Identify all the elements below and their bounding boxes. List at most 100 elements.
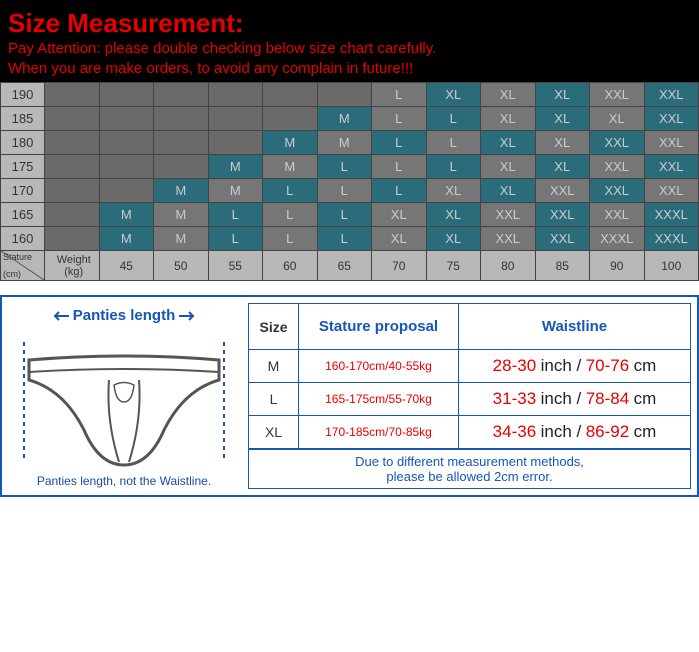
size-cell: M bbox=[263, 131, 318, 155]
size-cell: L bbox=[317, 203, 372, 227]
size-cell bbox=[263, 107, 318, 131]
size-cell: XXL bbox=[644, 83, 699, 107]
detail-table: Size Stature proposal Waistline M160-170… bbox=[248, 303, 691, 449]
stature-value: 160-170cm/40-55kg bbox=[299, 350, 459, 383]
stature-cell: 160 bbox=[1, 227, 45, 251]
diagram-note: Panties length, not the Waistline. bbox=[37, 474, 211, 488]
size-cell: M bbox=[208, 179, 263, 203]
size-cell: M bbox=[154, 227, 209, 251]
col-stature: Stature proposal bbox=[299, 304, 459, 350]
stature-value: 170-185cm/70-85kg bbox=[299, 416, 459, 449]
weight-cell: 65 bbox=[317, 251, 372, 281]
size-cell bbox=[99, 107, 154, 131]
size-cell: L bbox=[372, 155, 427, 179]
size-cell: XXXL bbox=[590, 227, 645, 251]
size-cell: XL bbox=[481, 107, 536, 131]
size-cell: M bbox=[99, 227, 154, 251]
size-cell: XL bbox=[535, 155, 590, 179]
size-cell: L bbox=[372, 107, 427, 131]
size-cell: M bbox=[317, 107, 372, 131]
size-cell: L bbox=[263, 203, 318, 227]
weight-cell: 90 bbox=[590, 251, 645, 281]
stature-value: 165-175cm/55-70kg bbox=[299, 383, 459, 416]
panties-length-label: Panties length bbox=[53, 307, 196, 324]
stature-cell: 180 bbox=[1, 131, 45, 155]
size-cell: L bbox=[317, 227, 372, 251]
axis-corner: Stature(cm) bbox=[1, 251, 45, 281]
size-cell: XL bbox=[372, 203, 427, 227]
size-cell: M bbox=[208, 155, 263, 179]
size-cell bbox=[45, 203, 100, 227]
size-grid: 190LXLXLXLXXLXXL185MLLXLXLXLXXL180MMLLXL… bbox=[0, 82, 699, 281]
size-cell: L bbox=[263, 179, 318, 203]
arrow-left-icon bbox=[53, 310, 69, 322]
size-cell bbox=[154, 107, 209, 131]
bottom-section: Panties length Panties length, not the W… bbox=[0, 295, 699, 497]
stature-cell: 190 bbox=[1, 83, 45, 107]
size-cell: XL bbox=[426, 203, 481, 227]
weight-cell: 75 bbox=[426, 251, 481, 281]
size-cell: XL bbox=[535, 83, 590, 107]
size-cell bbox=[45, 131, 100, 155]
size-cell: XXL bbox=[535, 203, 590, 227]
size-cell: XXL bbox=[590, 155, 645, 179]
header: Size Measurement: Pay Attention: please … bbox=[0, 0, 699, 82]
weight-label: Weight (kg) bbox=[45, 251, 100, 281]
col-waist: Waistline bbox=[459, 304, 691, 350]
size-cell: XL bbox=[535, 107, 590, 131]
size-cell: XL bbox=[372, 227, 427, 251]
size-cell: L bbox=[263, 227, 318, 251]
size-cell bbox=[99, 179, 154, 203]
size-cell: XXL bbox=[535, 227, 590, 251]
stature-cell: 185 bbox=[1, 107, 45, 131]
size-cell bbox=[45, 179, 100, 203]
size-cell: XXXL bbox=[644, 227, 699, 251]
size-cell: M bbox=[154, 203, 209, 227]
size-cell bbox=[154, 83, 209, 107]
size-cell: XL bbox=[535, 131, 590, 155]
size-cell: L bbox=[426, 107, 481, 131]
underwear-diagram bbox=[14, 330, 234, 470]
weight-cell: 60 bbox=[263, 251, 318, 281]
size-cell: XL bbox=[481, 155, 536, 179]
weight-cell: 50 bbox=[154, 251, 209, 281]
waist-value: 28-30 inch / 70-76 cm bbox=[459, 350, 691, 383]
size-cell: XL bbox=[426, 83, 481, 107]
table-row: M160-170cm/40-55kg28-30 inch / 70-76 cm bbox=[249, 350, 691, 383]
header-line-2: When you are make orders, to avoid any c… bbox=[8, 59, 691, 79]
size-cell bbox=[208, 83, 263, 107]
weight-cell: 70 bbox=[372, 251, 427, 281]
weight-cell: 80 bbox=[481, 251, 536, 281]
waist-value: 34-36 inch / 86-92 cm bbox=[459, 416, 691, 449]
size-cell: XXL bbox=[644, 131, 699, 155]
size-cell: XXL bbox=[481, 203, 536, 227]
weight-cell: 100 bbox=[644, 251, 699, 281]
top-section: Size Measurement: Pay Attention: please … bbox=[0, 0, 699, 281]
weight-cell: 55 bbox=[208, 251, 263, 281]
size-cell: XL bbox=[590, 107, 645, 131]
size-cell bbox=[263, 83, 318, 107]
table-row: XL170-185cm/70-85kg34-36 inch / 86-92 cm bbox=[249, 416, 691, 449]
size-cell: L bbox=[426, 131, 481, 155]
size-cell: XL bbox=[481, 179, 536, 203]
size-cell: L bbox=[317, 155, 372, 179]
size-cell: XXXL bbox=[644, 203, 699, 227]
size-cell bbox=[99, 83, 154, 107]
size-cell: L bbox=[372, 131, 427, 155]
weight-cell: 45 bbox=[99, 251, 154, 281]
table-row: L165-175cm/55-70kg31-33 inch / 78-84 cm bbox=[249, 383, 691, 416]
size-cell: L bbox=[208, 203, 263, 227]
waist-value: 31-33 inch / 78-84 cm bbox=[459, 383, 691, 416]
size-cell bbox=[208, 107, 263, 131]
size-cell: M bbox=[99, 203, 154, 227]
size-cell: XXL bbox=[644, 107, 699, 131]
size-cell bbox=[99, 155, 154, 179]
size-cell: XXL bbox=[644, 179, 699, 203]
size-cell: L bbox=[317, 179, 372, 203]
size-value: XL bbox=[249, 416, 299, 449]
size-cell: M bbox=[263, 155, 318, 179]
weight-cell: 85 bbox=[535, 251, 590, 281]
size-cell: L bbox=[372, 179, 427, 203]
diagram-box: Panties length Panties length, not the W… bbox=[8, 303, 240, 489]
col-size: Size bbox=[249, 304, 299, 350]
